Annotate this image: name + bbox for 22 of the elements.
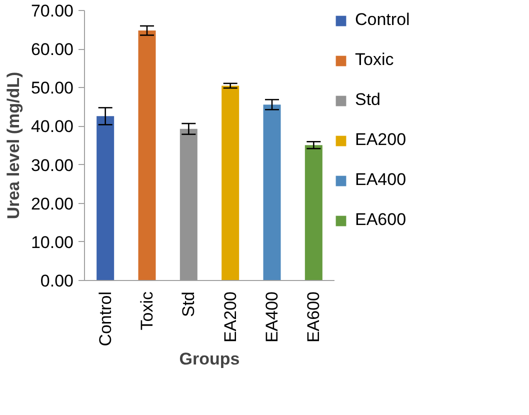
legend-label: EA200 <box>355 130 406 150</box>
x-tick-label: EA400 <box>262 291 282 343</box>
y-tick-label: 60.00 <box>30 40 74 60</box>
x-tick-label: EA600 <box>304 291 324 343</box>
y-tick-label: 50.00 <box>30 78 74 98</box>
legend-label: EA400 <box>355 170 406 190</box>
y-tick-label: 70.00 <box>30 2 74 20</box>
legend-label: EA600 <box>355 210 406 230</box>
y-tick-label: 20.00 <box>30 194 74 214</box>
x-tick-label: EA200 <box>220 291 240 343</box>
x-tick-label: Toxic <box>138 291 156 330</box>
y-tick-label: 40.00 <box>30 117 74 136</box>
x-axis-title: Groups <box>179 349 240 368</box>
y-tick-label: 0.00 <box>40 272 74 290</box>
x-tick-label: Std <box>179 291 198 318</box>
y-tick-label: 10.00 <box>30 232 74 252</box>
y-axis-title: Urea level (mg/dL) <box>4 72 23 220</box>
x-tick-label: Control <box>96 291 115 346</box>
legend-label: Control <box>355 10 410 30</box>
legend-label: Std <box>355 90 381 110</box>
y-tick-label: 30.00 <box>30 156 74 175</box>
legend-label: Toxic <box>355 50 394 70</box>
